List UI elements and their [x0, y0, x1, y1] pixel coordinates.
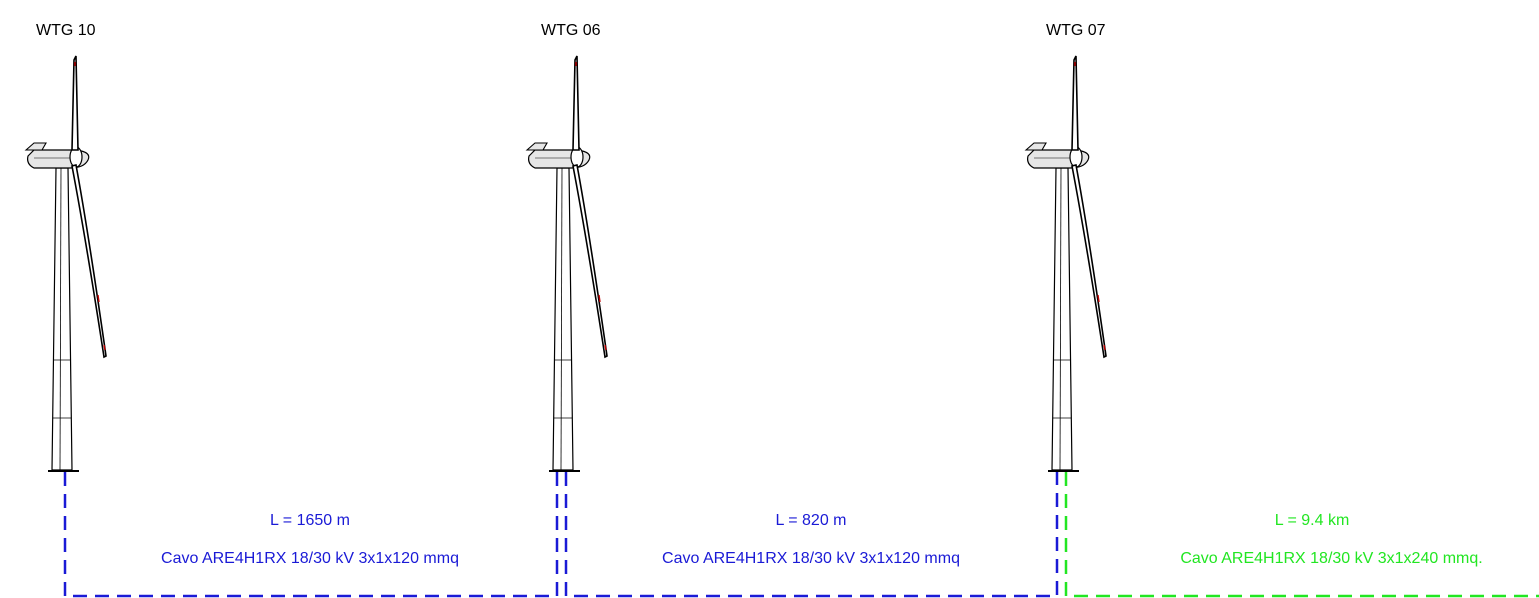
cable-spec-3: Cavo ARE4H1RX 18/30 kV 3x1x240 mmq. [1180, 550, 1483, 567]
turbine-label-wtg07: WTG 07 [1046, 22, 1106, 39]
turbine-label-wtg06: WTG 06 [541, 22, 601, 39]
turbine-label-wtg10: WTG 10 [36, 22, 96, 39]
cable-spec-2: Cavo ARE4H1RX 18/30 kV 3x1x120 mmq [662, 550, 960, 567]
wind-turbine-wtg07 [1025, 55, 1107, 472]
cable-length-1: L = 1650 m [270, 512, 350, 529]
wind-turbine-wtg10 [25, 55, 107, 472]
cable-spec-1: Cavo ARE4H1RX 18/30 kV 3x1x120 mmq [161, 550, 459, 567]
cable-route-1 [63, 472, 559, 598]
cable-route-2 [564, 472, 1059, 598]
cable-length-3: L = 9.4 km [1274, 512, 1350, 529]
cable-length-2: L = 820 m [775, 512, 847, 529]
wind-turbine-wtg06 [526, 55, 608, 472]
cable-route-3 [1064, 472, 1539, 598]
